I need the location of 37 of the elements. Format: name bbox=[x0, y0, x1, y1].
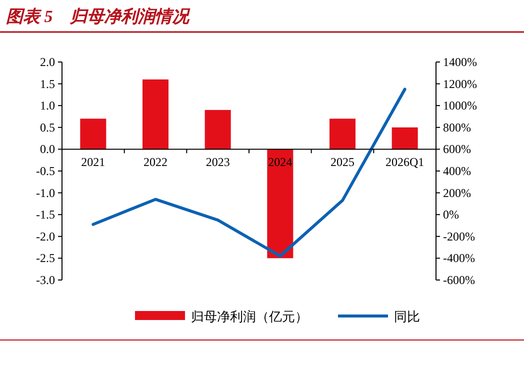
y-tick-label: 0.5 bbox=[40, 120, 55, 134]
y2-tick-label: 1000% bbox=[443, 98, 477, 113]
y2-tick-label: 400% bbox=[443, 164, 471, 178]
y2-tick-label: 1400% bbox=[443, 55, 477, 69]
chart-title: 图表 5 归母净利润情况 bbox=[6, 7, 191, 26]
y-tick-label: -1.0 bbox=[36, 186, 55, 200]
x-tick-label: 2022 bbox=[144, 155, 168, 170]
bar bbox=[267, 149, 294, 258]
legend-label: 归母净利润（亿元） bbox=[191, 309, 308, 324]
x-tick-label: 2023 bbox=[206, 155, 230, 170]
y2-tick-label: -400% bbox=[443, 251, 475, 266]
y2-tick-label: -600% bbox=[443, 273, 475, 287]
bar bbox=[392, 127, 418, 150]
y2-tick-label: 600% bbox=[443, 142, 471, 156]
x-tick-label: 2024 bbox=[268, 155, 292, 170]
y-tick-label: 2.0 bbox=[40, 55, 55, 69]
bar bbox=[142, 79, 168, 150]
y-tick-label: 1.0 bbox=[40, 98, 55, 113]
y-tick-label: 0.0 bbox=[40, 142, 55, 156]
y2-tick-label: 1200% bbox=[443, 76, 477, 91]
y2-tick-label: -200% bbox=[443, 229, 475, 244]
y-tick-label: -1.5 bbox=[36, 208, 55, 222]
y2-tick-label: 800% bbox=[443, 120, 471, 134]
legend-label: 同比 bbox=[394, 309, 420, 324]
y2-tick-label: 200% bbox=[443, 186, 471, 200]
y-tick-label: -0.5 bbox=[36, 164, 55, 178]
bar bbox=[80, 118, 106, 150]
y-tick-label: -2.0 bbox=[36, 229, 55, 244]
x-tick-label: 2021 bbox=[81, 155, 106, 170]
y2-tick-label: 0% bbox=[443, 208, 459, 222]
bar bbox=[330, 118, 356, 150]
y-tick-label: -2.5 bbox=[36, 251, 55, 266]
y-tick-label: -3.0 bbox=[36, 273, 55, 287]
x-tick-label: 2025 bbox=[330, 155, 354, 170]
bar bbox=[204, 110, 231, 150]
x-tick-label: 2026Q1 bbox=[385, 155, 424, 170]
y-tick-label: 1.5 bbox=[40, 76, 55, 91]
